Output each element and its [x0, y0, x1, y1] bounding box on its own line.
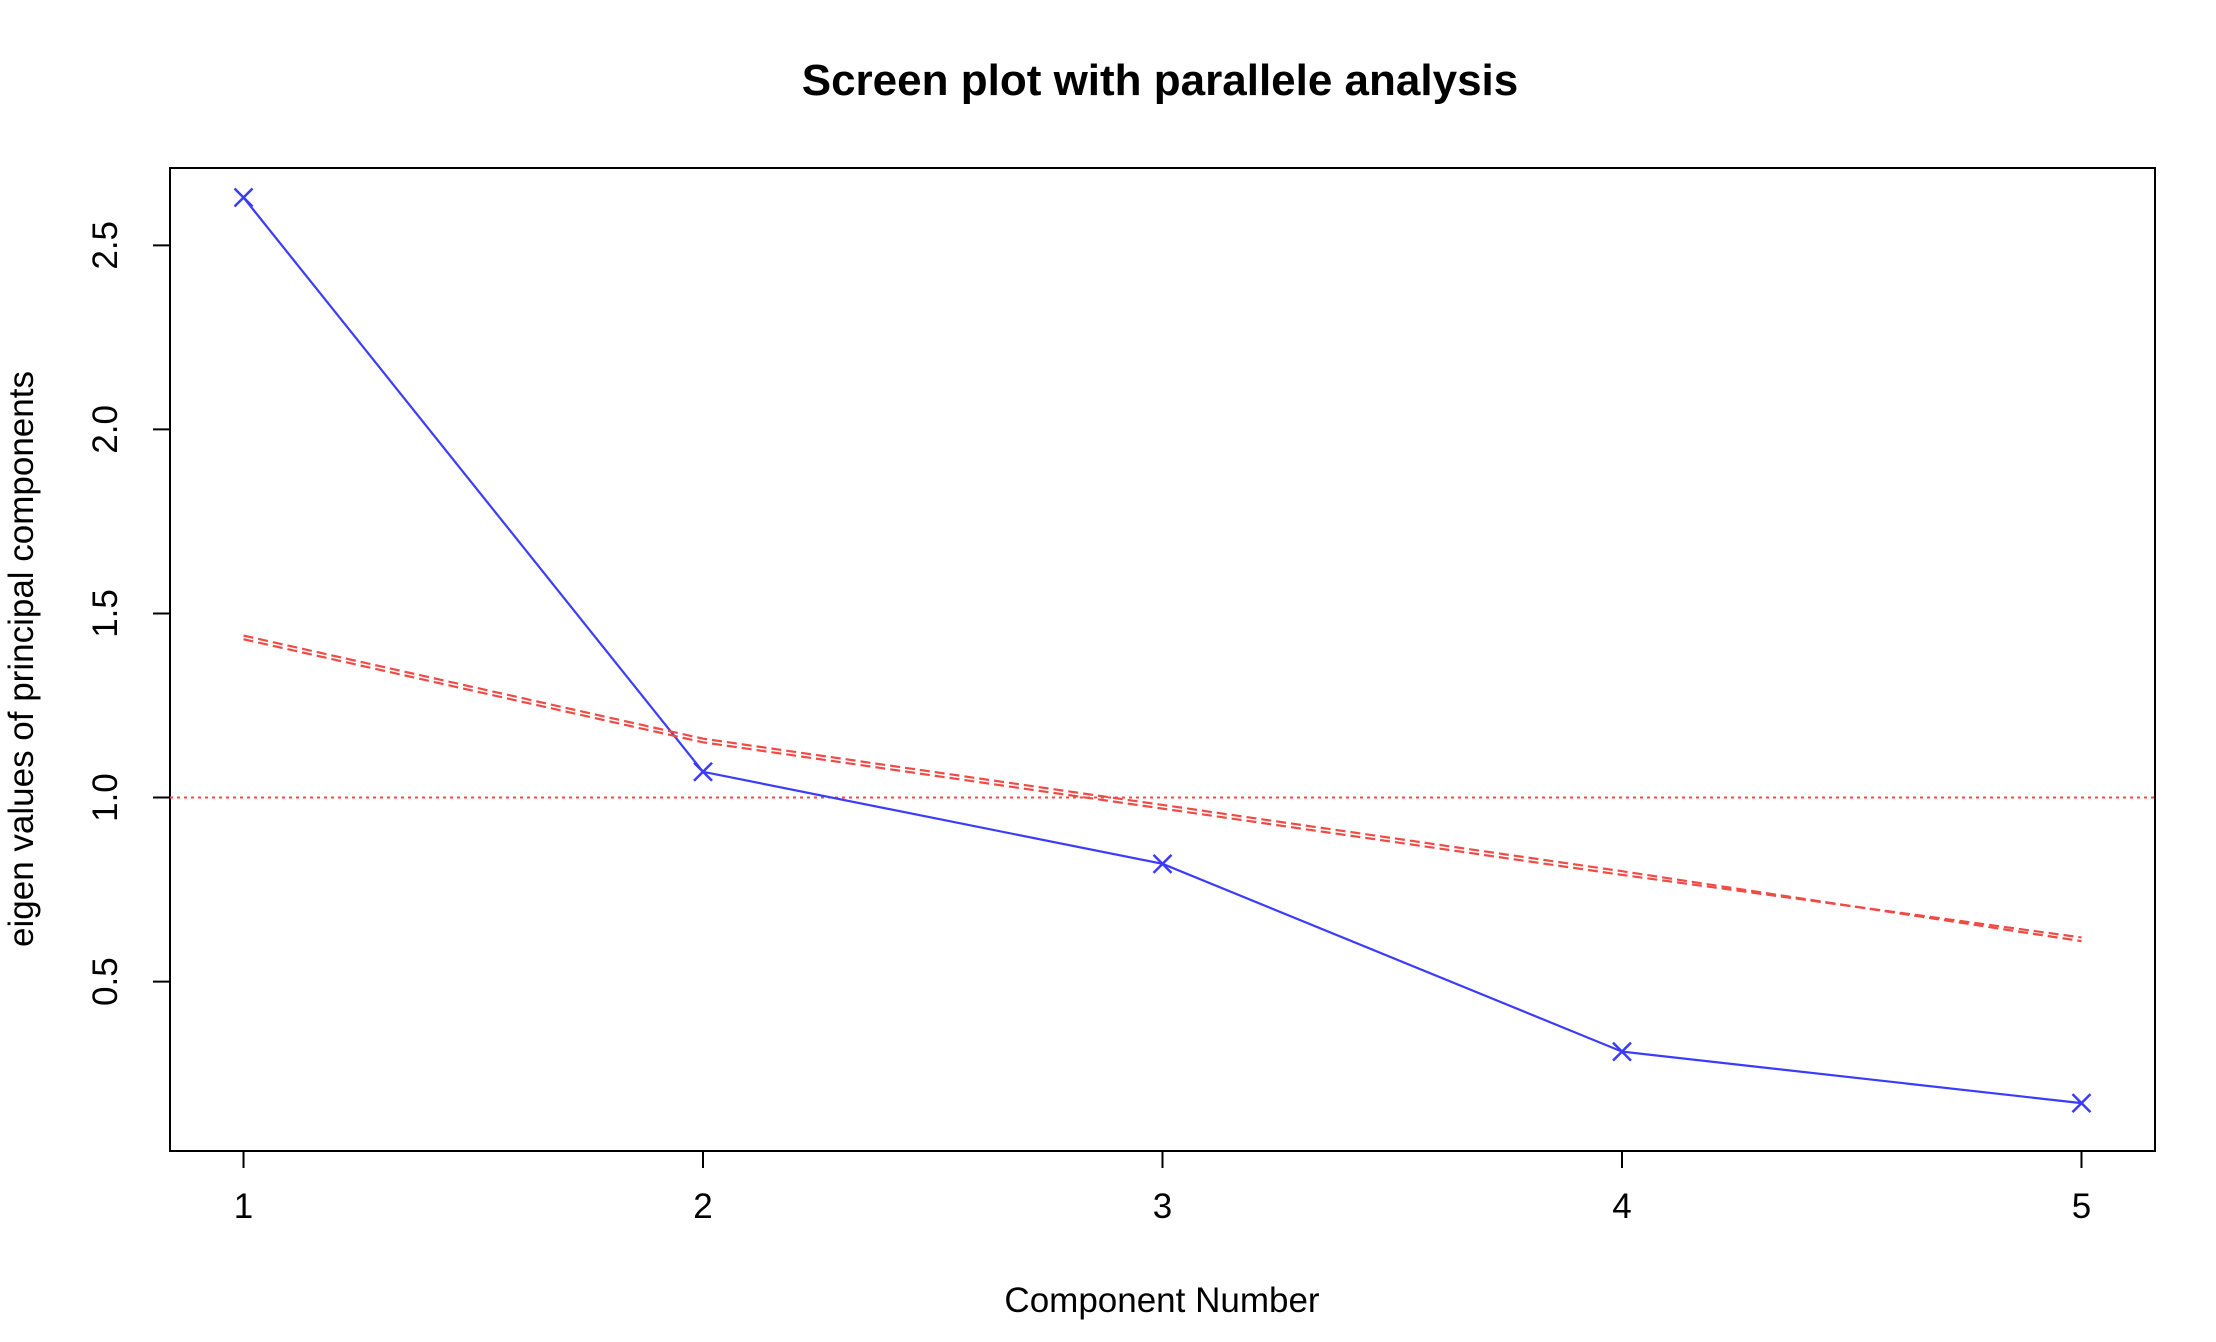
plot-frame	[169, 167, 2156, 1152]
x-tick-label: 2	[693, 1187, 712, 1226]
y-axis-label: eigen values of principal components	[2, 371, 41, 947]
y-tick-label: 2.0	[86, 405, 125, 454]
y-tick-label: 1.0	[86, 773, 125, 822]
y-tick-label: 2.5	[86, 221, 125, 270]
data-point	[693, 761, 713, 782]
chart-title: Screen plot with parallele analysis	[802, 56, 1519, 105]
data-point	[1152, 853, 1173, 874]
y-axis: 0.5 1.0 1.5 2.0 2.5	[86, 221, 171, 1006]
data-point	[233, 187, 254, 208]
x-tick-label: 1	[234, 1187, 253, 1226]
data-point	[1612, 1041, 1632, 1062]
y-tick-label: 0.5	[86, 957, 125, 1006]
x-tick-label: 3	[1153, 1187, 1172, 1226]
series-line-2	[243, 638, 2082, 939]
x-tick-label: 4	[1612, 1187, 1631, 1226]
series-line-1	[243, 634, 2082, 943]
x-axis-label: Component Number	[1004, 1281, 1319, 1320]
x-axis: 1 2 3 4 5	[234, 1150, 2091, 1226]
plot-content	[170, 187, 2155, 1114]
data-point	[2071, 1093, 2092, 1114]
series-line-0	[242, 196, 2082, 1105]
y-tick-label: 1.5	[86, 589, 125, 638]
x-tick-label: 5	[2072, 1187, 2091, 1226]
